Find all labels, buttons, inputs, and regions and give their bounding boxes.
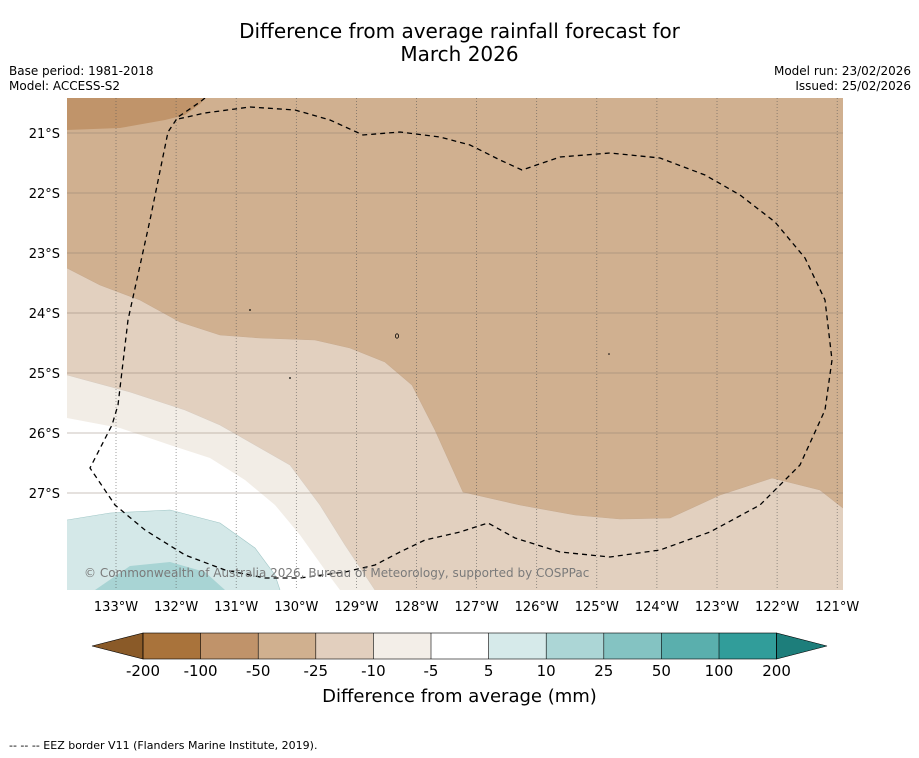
lon-label: 125°W (575, 600, 619, 615)
contour-line (67, 374, 376, 590)
lat-label: 21°S (29, 127, 60, 142)
colorbar-high-arrow (776, 632, 828, 660)
map-fill-layer (67, 98, 843, 590)
colorbar-segment (603, 633, 662, 659)
model-name: Model: ACCESS-S2 (9, 79, 121, 93)
copyright-notice: © Commonwealth of Australia 2026, Bureau… (84, 566, 589, 580)
colorbar-title: Difference from average (mm) (322, 686, 597, 707)
colorbar-label: 50 (652, 662, 671, 680)
colorbar-label: -100 (184, 662, 218, 680)
colorbar-label: 5 (484, 662, 494, 680)
lon-label: 131°W (214, 600, 258, 615)
base-period: Base period: 1981-2018 (9, 64, 154, 78)
issued-date: Issued: 25/02/2026 (795, 79, 911, 93)
zone-10-25 (95, 562, 225, 590)
graticule (67, 98, 843, 590)
contour-line (67, 509, 281, 590)
colorbar-segment (719, 633, 777, 659)
colorbar-label: -50 (246, 662, 271, 680)
eez-border-legend: -- -- -- EEZ border V11 (Flanders Marine… (9, 739, 318, 752)
colorbar-label: 100 (705, 662, 734, 680)
colorbar: -200 -100 -50 -25 -10 -5 5 10 25 50 100 200 (91, 632, 828, 680)
lat-label: 25°S (29, 367, 60, 382)
colorbar-segment (200, 633, 259, 659)
zone-minus100-minus50 (67, 98, 205, 130)
colorbar-segment (143, 633, 201, 659)
colorbar-label: -25 (304, 662, 329, 680)
colorbar-segment (431, 633, 489, 659)
eez-border (89, 98, 833, 579)
lon-label: 133°W (94, 600, 138, 615)
lon-label: 132°W (154, 600, 198, 615)
map-title-line1: Difference from average rainfall forecas… (239, 19, 680, 43)
map-title-line2: March 2026 (400, 42, 519, 66)
colorbar-label: 10 (537, 662, 556, 680)
island-marker (249, 309, 251, 311)
colorbar-segment (258, 633, 316, 659)
colorbar-low-arrow (91, 632, 144, 660)
contour-line (67, 267, 843, 520)
island-marker (394, 333, 399, 339)
colorbar-label: -200 (126, 662, 160, 680)
lon-label: 129°W (334, 600, 378, 615)
colorbar-segment (488, 633, 547, 659)
lon-label: 121°W (815, 600, 859, 615)
colorbar-label: 200 (762, 662, 791, 680)
lon-label: 126°W (515, 600, 559, 615)
lon-label: 122°W (755, 600, 799, 615)
lat-label: 22°S (29, 187, 60, 202)
longitude-labels: 133°W 132°W 131°W 130°W 129°W 128°W 127°W 126°W… (94, 600, 860, 615)
rainfall-map: © Commonwealth of Australia 2026, Bureau… (29, 98, 860, 680)
colorbar-segment (373, 633, 431, 659)
colorbar-label: -10 (361, 662, 386, 680)
lat-label: 27°S (29, 487, 60, 502)
model-run: Model run: 23/02/2026 (773, 64, 911, 78)
colorbar-label: 25 (594, 662, 613, 680)
lat-label: 26°S (29, 427, 60, 442)
lon-label: 123°W (695, 600, 739, 615)
lon-label: 127°W (455, 600, 499, 615)
island-marker (608, 353, 610, 355)
island-marker (289, 377, 291, 379)
lat-label: 24°S (29, 307, 60, 322)
lon-label: 130°W (274, 600, 318, 615)
colorbar-segment (661, 633, 719, 659)
latitude-labels: 21°S 22°S 23°S 24°S 25°S 26°S 27°S (29, 127, 60, 502)
zone-5-10 (67, 510, 280, 590)
colorbar-segment (546, 633, 604, 659)
lat-label: 23°S (29, 247, 60, 262)
colorbar-segment (315, 633, 374, 659)
lon-label: 124°W (635, 600, 679, 615)
colorbar-label: -5 (424, 662, 439, 680)
lon-label: 128°W (394, 600, 438, 615)
